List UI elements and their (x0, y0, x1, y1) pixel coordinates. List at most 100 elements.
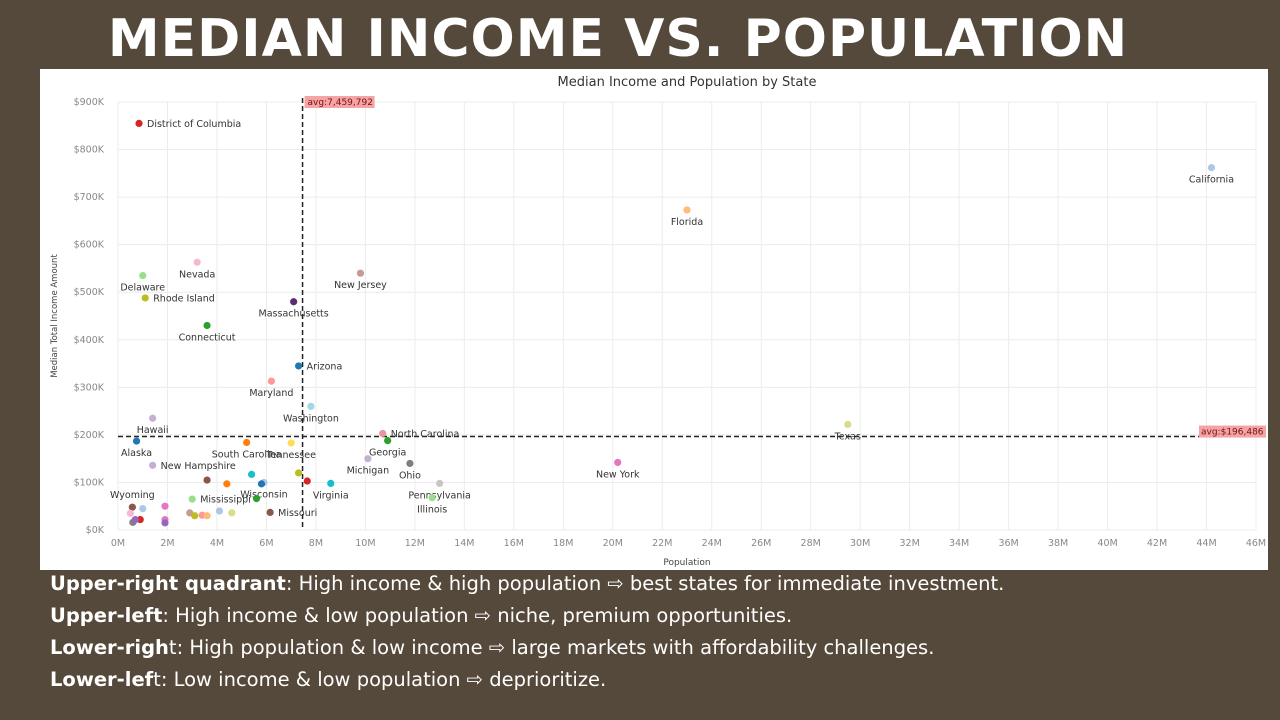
data-point (139, 271, 147, 280)
x-tick-label: 20M (603, 538, 623, 549)
x-tick-label: 4M (210, 538, 224, 549)
x-tick-label: 16M (504, 538, 524, 549)
data-point (203, 476, 211, 484)
data-point (141, 294, 149, 302)
data-label: Hawaii (137, 425, 169, 436)
quadrant-notes: Upper-right quadrant: High income & high… (50, 568, 1270, 696)
data-label: Massachusetts (259, 309, 329, 320)
y-tick-label: $400K (74, 335, 105, 346)
data-point (136, 515, 144, 524)
data-label: New York (596, 469, 640, 480)
data-label: Pennsylvania (408, 490, 470, 501)
note-upper-right: Upper-right quadrant: High income & high… (50, 568, 1270, 600)
data-point (683, 206, 691, 214)
x-tick-label: 18M (553, 538, 573, 549)
data-point (188, 495, 196, 503)
data-point (161, 502, 169, 510)
x-tick-label: 0M (111, 538, 125, 549)
data-label: Alaska (121, 448, 152, 459)
data-point (303, 477, 311, 485)
y-tick-label: $100K (74, 477, 105, 488)
data-point (267, 377, 275, 385)
x-axis-label: Population (663, 558, 710, 568)
y-axis-label: Median Total Income Amount (50, 254, 60, 378)
data-point (247, 470, 256, 478)
x-tick-label: 28M (801, 538, 821, 549)
y-tick-label: $700K (74, 192, 105, 203)
data-label: North Carolina (391, 429, 460, 440)
data-label: Virginia (313, 490, 349, 501)
data-point (356, 269, 365, 277)
data-point (436, 479, 444, 487)
data-point (287, 439, 295, 447)
data-point (1207, 164, 1216, 172)
data-point (131, 515, 139, 524)
x-tick-label: 38M (1048, 538, 1068, 549)
data-label: Wyoming (110, 490, 155, 501)
note-upper-right-text: : High income & high population ⇨ best s… (285, 572, 1005, 595)
data-label: Rhode Island (153, 293, 215, 304)
data-point (844, 420, 852, 429)
note-lower-right-text: t: High population & low income ⇨ large … (168, 636, 935, 659)
scatter-chart-panel: Median Income and Population by State 0M 2… (40, 69, 1268, 570)
y-tick-label: $600K (74, 240, 105, 251)
x-tick-label: 14M (454, 538, 474, 549)
data-point (149, 414, 157, 422)
data-label: Nevada (179, 269, 215, 280)
x-tick-label: 6M (259, 538, 273, 549)
note-upper-left: Upper-left: High income & low population… (50, 600, 1270, 632)
note-lower-right: Lower-right: High population & low incom… (50, 632, 1270, 664)
x-tick-label: 44M (1196, 538, 1216, 549)
data-label: New Hampshire (161, 461, 236, 472)
data-point (228, 509, 236, 517)
data-label: Michigan (347, 466, 390, 477)
y-tick-label: $900K (74, 97, 105, 108)
data-point (379, 429, 387, 438)
y-tick-label: $500K (74, 287, 105, 298)
data-label: Arizona (307, 361, 343, 372)
data-point (128, 503, 136, 511)
data-label: Missouri (278, 508, 317, 519)
x-tick-label: 22M (652, 538, 672, 549)
note-lower-left-text: t: Low income & low population ⇨ deprior… (153, 668, 607, 691)
data-point (294, 362, 303, 370)
slide-title: MEDIAN INCOME VS. POPULATION (107, 9, 1129, 69)
x-tick-label: 10M (355, 538, 375, 549)
data-point (266, 508, 274, 517)
x-tick-label: 30M (850, 538, 870, 549)
data-point (215, 507, 224, 515)
x-tick-label: 8M (309, 538, 323, 549)
data-label: Maryland (249, 388, 293, 399)
note-upper-right-heading: Upper-right quadrant (50, 572, 286, 595)
x-tick-label: 46M (1246, 538, 1266, 549)
scatter-chart: Median Income and Population by State 0M 2… (50, 75, 1266, 568)
data-point (139, 505, 147, 513)
data-point (203, 321, 211, 330)
x-tick-label: 2M (160, 538, 174, 549)
x-tick-label: 36M (998, 538, 1018, 549)
data-point (193, 258, 201, 266)
data-label: Tennessee (265, 450, 316, 461)
y-tick-label: $800K (74, 145, 105, 156)
data-point (327, 479, 335, 487)
data-point (307, 402, 315, 410)
data-label: Illinois (417, 505, 447, 516)
data-label: Georgia (369, 448, 406, 459)
data-point (135, 119, 143, 127)
y-tick-label: $0K (86, 525, 105, 536)
data-point (364, 455, 372, 463)
y-tick-label: $200K (74, 430, 105, 441)
x-tick-label: 24M (702, 538, 722, 549)
data-point (294, 469, 303, 477)
data-label: Texas (834, 431, 861, 442)
data-label: Mississippi (200, 495, 251, 506)
x-average-label-bg (304, 96, 375, 108)
data-point (203, 512, 211, 520)
y-average-label: avg:$196,486 (1201, 428, 1264, 438)
data-point (614, 458, 622, 467)
x-tick-label: 32M (900, 538, 920, 549)
data-point (252, 495, 261, 503)
note-upper-left-heading: Upper-left (50, 604, 163, 627)
data-label: District of Columbia (147, 119, 241, 130)
data-point (428, 494, 436, 502)
